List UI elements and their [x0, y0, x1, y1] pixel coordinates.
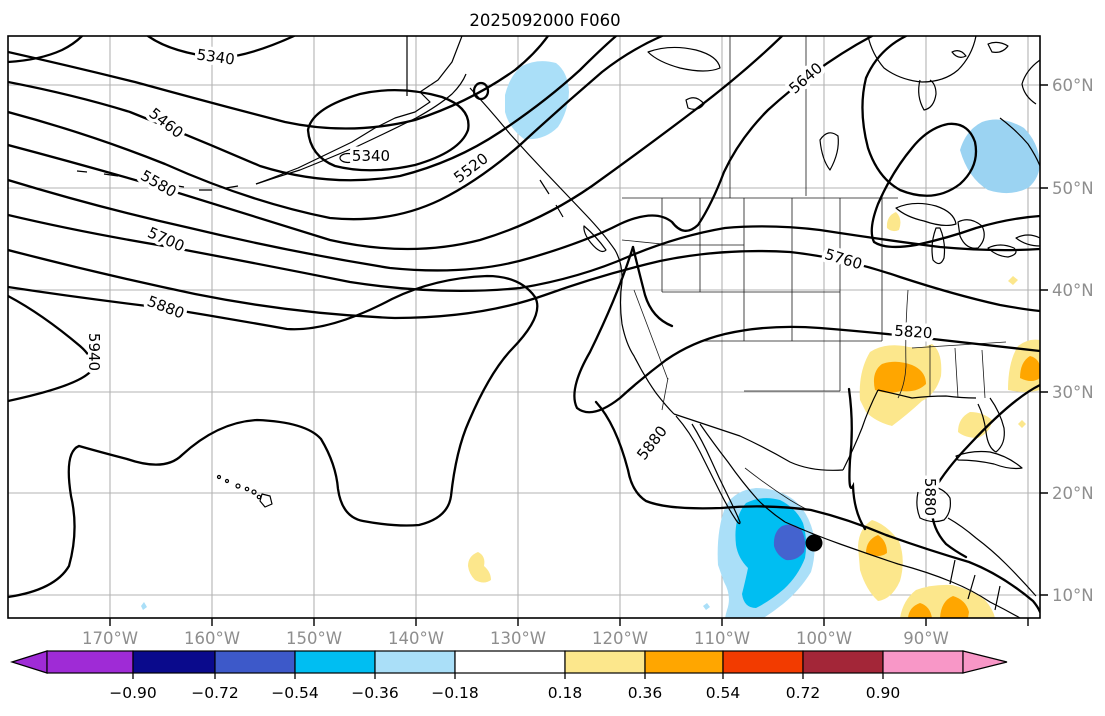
colorbar-seg-5 — [374, 650, 456, 674]
contour-5880-gulf — [930, 383, 1040, 559]
shading-southeast-positive-core — [1020, 356, 1040, 381]
storm-position-marker — [805, 534, 823, 552]
contour-label: 5940 — [85, 333, 103, 371]
lon-tick-label: 170°W — [82, 629, 138, 648]
colorbar-seg-1 — [46, 650, 134, 674]
lon-tick-label: 160°W — [184, 629, 240, 648]
colorbar-seg-9 — [722, 650, 804, 674]
shading-diamond-2 — [1018, 420, 1026, 428]
contour-5580 — [8, 36, 784, 251]
contour-5700 — [8, 213, 1040, 293]
lon-tick-label: 90°W — [903, 629, 949, 648]
shading-mexico-negative-inner — [773, 524, 805, 561]
shading-bc-negative — [505, 61, 569, 140]
contour-label: 5880 — [145, 292, 187, 322]
lat-tick-label: 60°N — [1052, 76, 1094, 95]
contour-label: 5340 — [196, 45, 236, 68]
colorbar-seg-4 — [294, 650, 376, 674]
colorbar-seg-11 — [882, 650, 964, 674]
contour-label: 5460 — [145, 104, 186, 142]
lat-tick-label: 20°N — [1052, 484, 1094, 503]
colorbar-tick-label: 0.36 — [628, 684, 663, 702]
lat-tick-label: 40°N — [1052, 281, 1094, 300]
contour-5880-texas-branch — [847, 387, 867, 531]
political-borders — [621, 36, 1007, 511]
shading-centam-positive-core2 — [940, 596, 969, 618]
colorbar-ticks — [132, 673, 884, 679]
contour-label: 5880 — [921, 478, 939, 516]
height-contours — [8, 36, 1040, 614]
colorbar-seg-3 — [214, 650, 296, 674]
colorbar-tick-label: −0.54 — [271, 684, 319, 702]
contour-5340-arc — [146, 36, 296, 60]
shading-oaxaca-positive-core — [866, 535, 887, 556]
shading-hawaii-positive — [468, 552, 491, 583]
shading-diamond-1 — [1008, 276, 1018, 285]
colorbar-tick-label: 0.72 — [786, 684, 821, 702]
colorbar-seg-2 — [132, 650, 216, 674]
contour-label: 5700 — [145, 223, 187, 255]
longitude-labels: 170°W 160°W 150°W 140°W 130°W 120°W 110°… — [82, 629, 949, 648]
lon-tick-label: 130°W — [490, 629, 546, 648]
contour-5880-omega — [8, 274, 539, 599]
contour-5940-cap — [8, 294, 94, 403]
contour-label: 5880 — [633, 422, 671, 463]
lon-tick-label: 110°W — [694, 629, 750, 648]
lat-tick-label: 10°N — [1052, 586, 1094, 605]
figure-title: 2025092000 F060 — [469, 11, 620, 30]
contour-5640 — [8, 36, 874, 272]
colorbar-seg-10 — [802, 650, 884, 674]
colorbar-seg-7 — [564, 650, 646, 674]
contour-label: 5820 — [894, 322, 933, 343]
colorbar-tick-label: −0.72 — [191, 684, 239, 702]
colorbar-tick-label: 0.54 — [706, 684, 741, 702]
shading-dot-small-1 — [703, 603, 710, 610]
contour-5820-fold — [573, 245, 1040, 414]
colorbar-tick-label: 0.90 — [866, 684, 901, 702]
colorbar-tick-label: 0.18 — [548, 684, 583, 702]
lon-tick-label: 120°W — [592, 629, 648, 648]
contour-5820-fold-edge — [631, 245, 674, 328]
contour-5760 — [8, 248, 1040, 320]
latitude-labels: 60°N 50°N 40°N 30°N 20°N 10°N — [1052, 76, 1094, 605]
axis-ticks — [109, 84, 1048, 626]
shading-quebec-negative — [960, 119, 1040, 194]
shaded-regions — [141, 61, 1040, 618]
colorbar-left-arrow — [9, 650, 48, 674]
shading-minnesota-positive — [886, 212, 901, 232]
lon-tick-label: 150°W — [286, 629, 342, 648]
colorbar-tick-label: −0.90 — [109, 684, 157, 702]
contour-label: 5760 — [823, 245, 865, 273]
shading-texas-positive-core — [873, 361, 926, 393]
contour-label: 5340 — [352, 147, 390, 165]
shading-dot-small-2 — [141, 602, 147, 610]
colorbar-right-arrow — [962, 650, 1008, 674]
contour-5880-south — [594, 400, 1040, 614]
contour-5400 — [8, 36, 550, 130]
colorbar-seg-8 — [644, 650, 724, 674]
colorbar-tick-label: −0.18 — [431, 684, 479, 702]
shading-centam-positive-core1 — [908, 603, 932, 618]
lon-tick-label: 100°W — [796, 629, 852, 648]
lat-tick-label: 50°N — [1052, 179, 1094, 198]
colorbar-tick-labels: −0.90 −0.72 −0.54 −0.36 −0.18 0.18 0.36 … — [109, 684, 900, 702]
contour-5460 — [8, 36, 618, 182]
contour-5520 — [8, 36, 664, 221]
contour-corner — [8, 36, 84, 64]
contour-inner-low — [472, 81, 490, 101]
colorbar-seg-6 — [454, 650, 566, 674]
contour-5340-low — [306, 89, 470, 172]
map-area: 5340 5460 5340 5520 5580 5640 5700 5760 … — [8, 36, 1040, 618]
colorbar-tick-label: −0.36 — [351, 684, 399, 702]
shading-oaxaca-positive — [858, 520, 903, 601]
lon-tick-label: 140°W — [388, 629, 444, 648]
lat-tick-label: 30°N — [1052, 383, 1094, 402]
colorbar: −0.90 −0.72 −0.54 −0.36 −0.18 0.18 0.36 … — [9, 650, 1008, 702]
contour-label: 5580 — [137, 166, 179, 201]
map-border — [7, 35, 1041, 619]
